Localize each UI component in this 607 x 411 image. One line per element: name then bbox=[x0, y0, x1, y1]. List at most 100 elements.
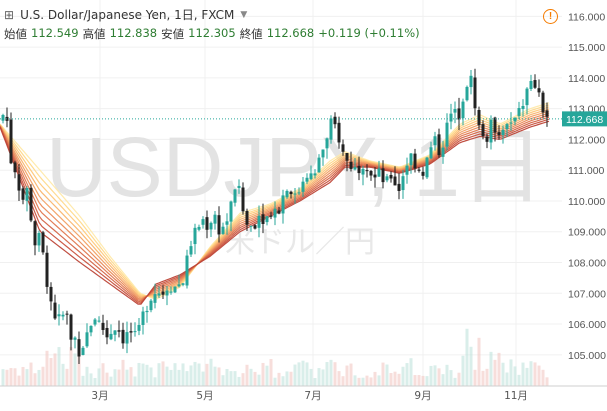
candle-body bbox=[265, 216, 269, 223]
candle-body bbox=[493, 117, 497, 133]
price-change: +0.119 (+0.11%) bbox=[318, 26, 420, 40]
candle-body bbox=[9, 119, 13, 164]
volume-bar bbox=[169, 369, 173, 386]
volume-bar bbox=[201, 371, 205, 386]
y-tick-label: 110.000 bbox=[568, 196, 605, 208]
volume-bar bbox=[21, 366, 25, 386]
volume-bar bbox=[157, 363, 161, 386]
volume-bar bbox=[113, 369, 117, 386]
volume-bar bbox=[129, 367, 133, 386]
candle-body bbox=[21, 188, 25, 200]
candle-body bbox=[149, 300, 153, 311]
candle-body bbox=[113, 330, 117, 335]
alert-icon[interactable]: ! bbox=[543, 9, 558, 24]
candle-body bbox=[153, 294, 157, 303]
close-value: 112.668 bbox=[266, 26, 315, 40]
volume-bar bbox=[489, 351, 493, 386]
symbol-legend: ⊞ U.S. Dollar/Japanese Yen, 1日, FXCM ▼ 始… bbox=[4, 6, 420, 42]
volume-bar bbox=[357, 377, 361, 386]
low-value: 112.305 bbox=[188, 26, 236, 40]
candle-body bbox=[213, 214, 217, 224]
volume-bar bbox=[97, 368, 101, 386]
volume-bar bbox=[89, 373, 93, 386]
candle-body bbox=[397, 183, 401, 192]
volume-bar bbox=[57, 347, 61, 386]
volume-bar bbox=[481, 370, 485, 386]
volume-bar bbox=[41, 366, 45, 386]
candle-body bbox=[1, 114, 5, 121]
candle-body bbox=[253, 225, 257, 229]
volume-bar bbox=[329, 359, 333, 386]
volume-bar bbox=[125, 369, 129, 386]
volume-bar bbox=[241, 373, 245, 386]
candle-body bbox=[89, 325, 93, 333]
volume-bar bbox=[197, 363, 201, 386]
candle-body bbox=[117, 330, 121, 332]
volume-bar bbox=[213, 366, 217, 386]
volume-bar bbox=[305, 362, 309, 386]
symbol-title[interactable]: U.S. Dollar/Japanese Yen, 1日, FXCM bbox=[20, 8, 235, 22]
candle-body bbox=[289, 191, 293, 195]
candle-body bbox=[133, 331, 137, 333]
volume-bar bbox=[249, 368, 253, 386]
candle-body bbox=[377, 168, 381, 177]
y-tick-label: 109.000 bbox=[568, 227, 606, 239]
candle-body bbox=[141, 311, 145, 325]
candle-body bbox=[81, 347, 85, 355]
candle-body bbox=[325, 138, 329, 149]
volume-bar bbox=[273, 377, 277, 386]
collapse-legend-icon[interactable]: ⊞ bbox=[4, 7, 15, 22]
candle-body bbox=[349, 161, 353, 169]
time-axis[interactable]: 3月 5月 7月 9月 11月 bbox=[0, 385, 607, 402]
volume-bar bbox=[269, 359, 273, 386]
candle-body bbox=[57, 314, 61, 317]
volume-bar bbox=[461, 355, 465, 386]
candle-body bbox=[93, 319, 97, 325]
open-value: 112.549 bbox=[31, 26, 79, 40]
last-price-label: 112.668 bbox=[562, 111, 607, 127]
volume-bar bbox=[401, 366, 405, 386]
volume-bar bbox=[65, 368, 69, 386]
candle-body bbox=[501, 129, 505, 136]
candle-body bbox=[41, 232, 45, 253]
candle-body bbox=[365, 170, 369, 172]
candle-body bbox=[305, 177, 309, 182]
candle-body bbox=[429, 147, 433, 159]
volume-bar bbox=[281, 376, 285, 386]
volume-bar bbox=[289, 371, 293, 386]
volume-bar bbox=[469, 346, 473, 386]
volume-bar bbox=[441, 374, 445, 386]
candle-body bbox=[181, 283, 185, 285]
candle-body bbox=[357, 165, 361, 174]
candle-body bbox=[309, 173, 313, 180]
y-tick-label: 116.000 bbox=[568, 11, 605, 23]
y-tick-label: 105.000 bbox=[568, 350, 606, 362]
candle-body bbox=[73, 337, 77, 340]
candle-body bbox=[225, 221, 229, 225]
candle-body bbox=[453, 109, 457, 113]
volume-bar bbox=[513, 366, 517, 386]
candle-body bbox=[401, 176, 405, 191]
volume-bar bbox=[37, 369, 41, 386]
candle-body bbox=[157, 293, 161, 296]
volume-bar bbox=[541, 369, 545, 386]
candle-body bbox=[441, 147, 445, 157]
low-label: 安値 bbox=[161, 27, 185, 41]
candle-body bbox=[473, 77, 477, 109]
candle-body bbox=[217, 215, 221, 235]
volume-bar bbox=[217, 367, 221, 386]
x-tick-label: 5月 bbox=[196, 390, 213, 402]
open-label: 始値 bbox=[4, 27, 27, 41]
price-axis[interactable]: 116.000115.000114.000113.000112.000111.0… bbox=[562, 0, 607, 388]
volume-bar bbox=[325, 362, 329, 386]
candle-body bbox=[437, 134, 441, 156]
volume-bar bbox=[369, 377, 373, 386]
candle-body bbox=[513, 117, 517, 122]
volume-bar bbox=[93, 377, 97, 386]
candle-body bbox=[337, 122, 341, 143]
volume-bar bbox=[309, 368, 313, 386]
chevron-down-icon[interactable]: ▼ bbox=[240, 9, 248, 20]
candle-body bbox=[333, 116, 337, 125]
